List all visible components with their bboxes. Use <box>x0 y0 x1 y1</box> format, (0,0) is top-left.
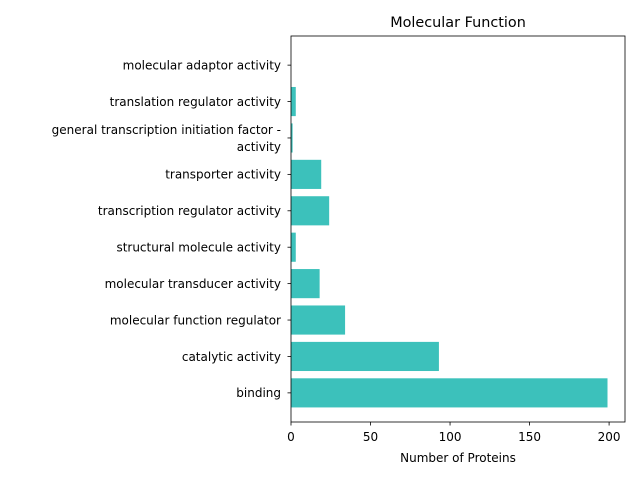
bar-2 <box>291 305 346 335</box>
x-axis-label: Number of Proteins <box>400 451 516 465</box>
bar-0 <box>291 378 608 408</box>
x-tick-label-1: 50 <box>363 430 378 444</box>
y-axis-ticks: binding catalytic activity molecular funct… <box>52 58 291 400</box>
bar-1 <box>291 341 439 372</box>
y-tick-label-6: transporter activity <box>165 168 281 182</box>
x-tick-label-0: 0 <box>287 430 295 444</box>
y-tick-label-8: translation regulator activity <box>110 95 281 109</box>
y-tick-label-1: catalytic activity <box>182 350 281 364</box>
bar-8 <box>291 86 296 117</box>
y-tick-label-3: molecular transducer activity <box>105 277 281 291</box>
y-tick-label-0: binding <box>236 386 281 400</box>
axes-frame <box>290 35 626 423</box>
x-axis-ticks: 0 50 100 150 200 <box>287 422 621 444</box>
x-tick-label-2: 100 <box>439 430 462 444</box>
y-tick-label-9: molecular adaptor activity <box>123 58 281 72</box>
x-tick-label-3: 150 <box>518 430 541 444</box>
bar-4 <box>291 232 296 262</box>
y-tick-label-7: general transcription initiation factor … <box>52 123 281 154</box>
bar-5 <box>291 196 330 226</box>
y-tick-label-5: transcription regulator activity <box>98 204 281 218</box>
y-tick-label-4: structural molecule activity <box>116 241 281 255</box>
x-tick-label-4: 200 <box>598 430 621 444</box>
bar-6 <box>291 159 322 189</box>
y-tick-label-2: molecular function regulator <box>110 313 281 327</box>
bars-group <box>291 86 608 408</box>
bar-7 <box>291 123 293 153</box>
chart-title: Molecular Function <box>390 15 526 31</box>
bar-3 <box>291 269 320 299</box>
